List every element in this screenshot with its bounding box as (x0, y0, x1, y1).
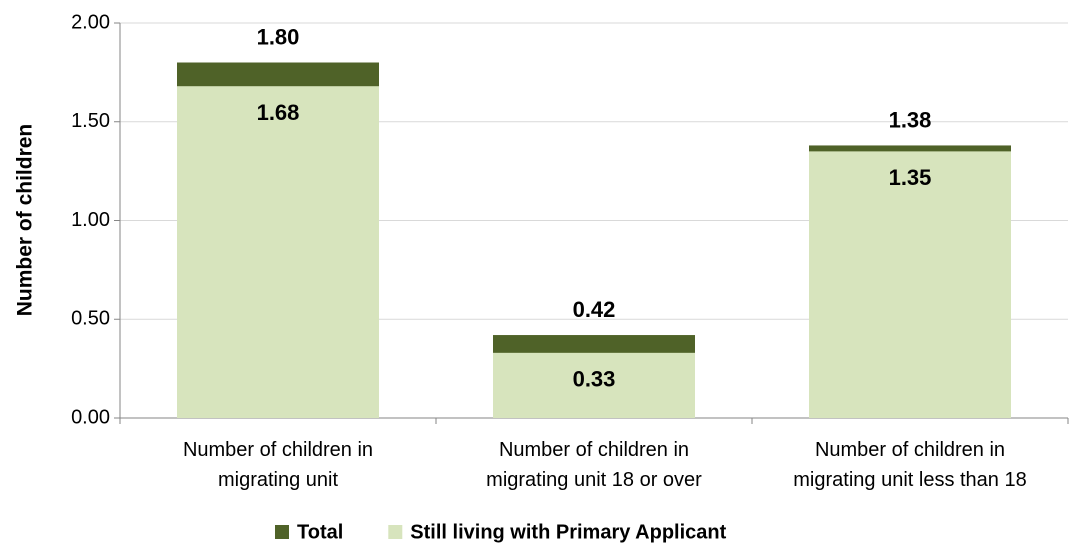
legend-swatch (275, 525, 289, 539)
bar (493, 352, 695, 418)
bar (177, 86, 379, 418)
legend-label: Still living with Primary Applicant (410, 521, 726, 543)
y-tick-label: 1.50 (71, 110, 110, 132)
x-tick-label: Number of children in migrating unit 18 … (486, 439, 702, 491)
x-tick-label: Number of children in migrating unit les… (793, 439, 1027, 491)
y-axis-title: Number of children (14, 124, 37, 317)
data-label: 0.33 (573, 367, 616, 392)
data-label: 0.42 (573, 297, 616, 322)
legend-swatch (388, 525, 403, 539)
data-label: 1.80 (257, 24, 300, 49)
y-tick-label: 2.00 (71, 11, 110, 33)
y-tick-label: 0.50 (71, 308, 110, 330)
data-label: 1.35 (889, 165, 932, 190)
y-tick-label: 1.00 (71, 209, 110, 231)
legend-label: Total (297, 521, 343, 543)
x-tick-label: Number of children in migrating unit (182, 439, 374, 491)
bar (809, 151, 1011, 418)
data-label: 1.68 (257, 100, 300, 125)
y-tick-label: 0.00 (71, 406, 110, 428)
data-label: 1.38 (889, 107, 932, 132)
